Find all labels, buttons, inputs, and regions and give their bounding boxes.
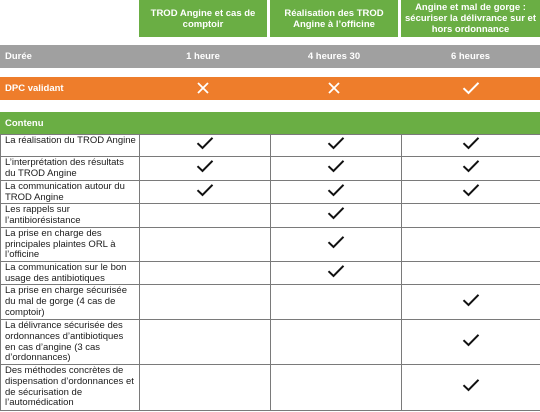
check-cell-1 bbox=[139, 134, 271, 157]
table-row: La réalisation du TROD Angine bbox=[0, 134, 540, 157]
check-cell-1 bbox=[139, 260, 271, 286]
check-icon bbox=[462, 183, 480, 197]
row-label: La réalisation du TROD Angine bbox=[0, 134, 140, 157]
check-cell-3 bbox=[401, 203, 540, 228]
check-cell-2 bbox=[270, 134, 402, 157]
column-header-2-label: Réalisation des TROD Angine à l’officine bbox=[284, 7, 384, 30]
check-icon bbox=[327, 206, 345, 220]
cross-icon bbox=[327, 81, 341, 95]
duree-value-1: 1 heure bbox=[186, 51, 220, 62]
check-icon bbox=[196, 159, 214, 173]
column-header-2: Réalisation des TROD Angine à l’officine bbox=[270, 0, 398, 37]
check-icon bbox=[462, 136, 480, 150]
table-row: La communication sur le bon usage des an… bbox=[0, 260, 540, 286]
dpc-value-3 bbox=[401, 81, 540, 98]
check-icon bbox=[462, 333, 480, 347]
table-row: Les rappels sur l’antibiorésistance bbox=[0, 203, 540, 228]
duree-label: Durée bbox=[5, 51, 32, 62]
check-cell-3 bbox=[401, 179, 540, 205]
check-cell-1 bbox=[139, 203, 271, 228]
check-icon bbox=[327, 235, 345, 249]
check-cell-1 bbox=[139, 319, 271, 366]
check-icon bbox=[196, 136, 214, 150]
duree-value-2: 4 heures 30 bbox=[307, 51, 361, 62]
table-row: La prise en charge des principales plain… bbox=[0, 226, 540, 262]
table-row: Des méthodes concrètes de dispensation d… bbox=[0, 364, 540, 412]
check-cell-2 bbox=[270, 284, 402, 321]
dpc-label: DPC validant bbox=[5, 83, 64, 94]
column-header-1-label: TROD Angine et cas de comptoir bbox=[150, 7, 256, 30]
check-cell-1 bbox=[139, 156, 271, 181]
row-label: La prise en charge des principales plain… bbox=[0, 226, 140, 262]
contenu-label: Contenu bbox=[5, 117, 44, 129]
check-icon bbox=[327, 264, 345, 278]
check-cell-3 bbox=[401, 156, 540, 181]
row-label: La communication autour du TROD Angine bbox=[0, 179, 140, 205]
table-row: L’interprétation des résultats du TROD A… bbox=[0, 156, 540, 181]
check-cell-2 bbox=[270, 364, 402, 412]
check-cell-1 bbox=[139, 226, 271, 262]
check-icon bbox=[196, 183, 214, 197]
contenu-row: Contenu bbox=[0, 112, 540, 134]
row-label: L’interprétation des résultats du TROD A… bbox=[0, 156, 140, 181]
check-icon bbox=[327, 159, 345, 173]
check-cell-2 bbox=[270, 156, 402, 181]
row-label: Des méthodes concrètes de dispensation d… bbox=[0, 364, 140, 412]
check-icon bbox=[462, 159, 480, 173]
check-icon bbox=[462, 293, 480, 307]
check-cell-1 bbox=[139, 179, 271, 205]
dpc-value-2 bbox=[270, 81, 398, 98]
check-cell-3 bbox=[401, 319, 540, 366]
dpc-row: DPC validant bbox=[0, 77, 540, 100]
check-icon bbox=[462, 378, 480, 392]
check-cell-2 bbox=[270, 319, 402, 366]
row-label: La prise en charge sécurisée du mal de g… bbox=[0, 284, 140, 321]
row-label: Les rappels sur l’antibiorésistance bbox=[0, 203, 140, 228]
cross-icon bbox=[196, 81, 210, 95]
check-cell-3 bbox=[401, 134, 540, 157]
table-row: La communication autour du TROD Angine bbox=[0, 179, 540, 205]
check-cell-3 bbox=[401, 284, 540, 321]
check-cell-3 bbox=[401, 226, 540, 262]
check-icon bbox=[327, 183, 345, 197]
table-row: La prise en charge sécurisée du mal de g… bbox=[0, 284, 540, 321]
table-row: La délivrance sécurisée des ordonnances … bbox=[0, 319, 540, 366]
check-cell-1 bbox=[139, 284, 271, 321]
check-icon bbox=[327, 136, 345, 150]
check-cell-2 bbox=[270, 179, 402, 205]
check-cell-3 bbox=[401, 260, 540, 286]
duree-value-3: 6 heures bbox=[450, 51, 491, 62]
dpc-value-1 bbox=[139, 81, 267, 98]
column-header-3: Angine et mal de gorge : sécuriser la dé… bbox=[401, 0, 540, 37]
column-header-1: TROD Angine et cas de comptoir bbox=[139, 0, 267, 37]
check-icon bbox=[462, 81, 480, 95]
row-label: La communication sur le bon usage des an… bbox=[0, 260, 140, 286]
check-cell-2 bbox=[270, 226, 402, 262]
duree-row: Durée 1 heure 4 heures 30 6 heures bbox=[0, 45, 540, 68]
column-header-3-label: Angine et mal de gorge : sécuriser la dé… bbox=[405, 2, 536, 35]
check-cell-2 bbox=[270, 203, 402, 228]
contenu-table: La réalisation du TROD Angine L’interprét… bbox=[0, 134, 540, 412]
check-cell-1 bbox=[139, 364, 271, 412]
check-cell-3 bbox=[401, 364, 540, 412]
row-label: La délivrance sécurisée des ordonnances … bbox=[0, 319, 140, 366]
check-cell-2 bbox=[270, 260, 402, 286]
